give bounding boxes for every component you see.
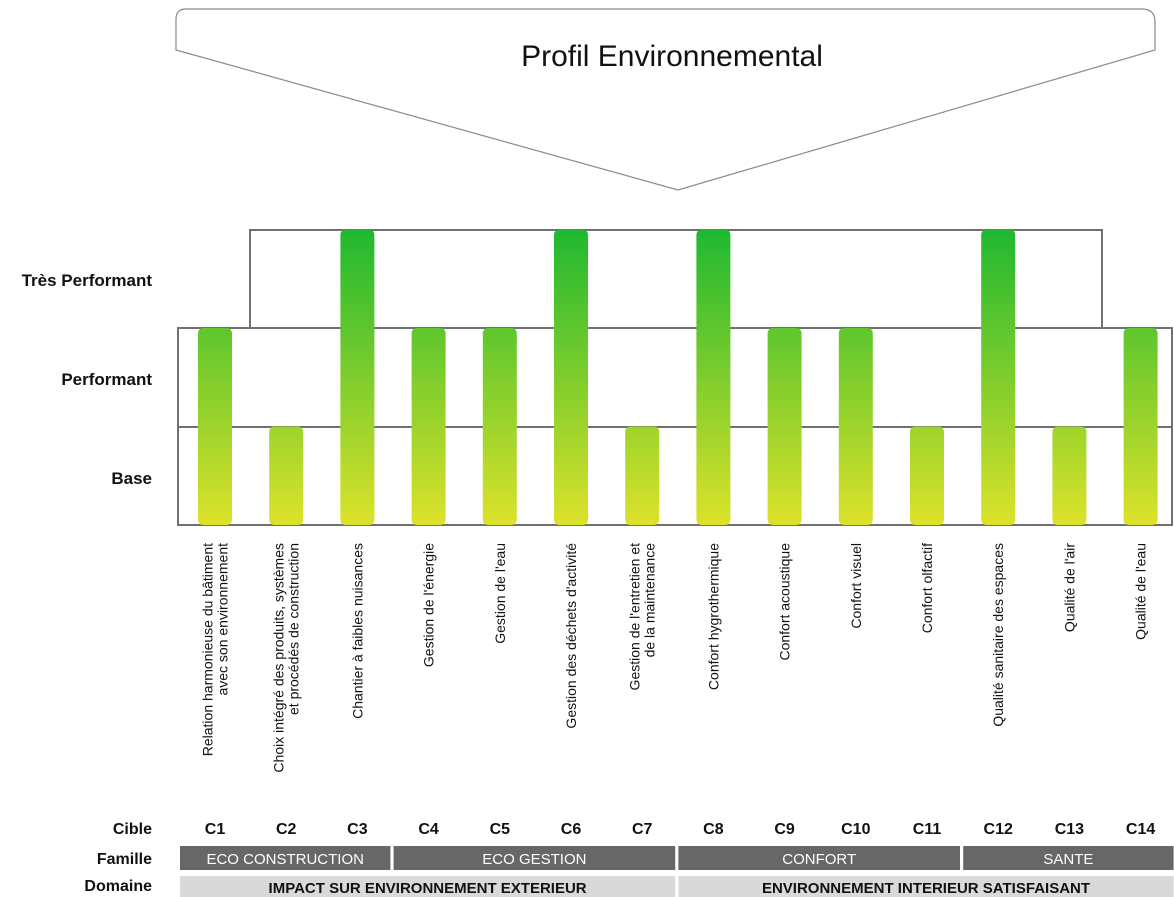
category-label-line: de la maintenance [642, 543, 658, 658]
chart-title: Profil Environnemental [521, 40, 823, 73]
category-label-c14: Qualité de l'eau [1133, 543, 1149, 640]
category-label-line: Gestion de l'entretien et [627, 543, 643, 691]
level-label-performant: Performant [61, 370, 152, 389]
category-label-c13: Qualité de l'air [1061, 543, 1077, 632]
level-box-tres-performant [249, 229, 1103, 329]
cible-code-c9: C9 [774, 821, 795, 838]
title-banner [175, 8, 1156, 191]
category-label-line: et procédés de construction [286, 543, 302, 715]
cible-code-c14: C14 [1126, 821, 1155, 838]
row-label-domaine: Domaine [84, 878, 152, 895]
cible-code-c11: C11 [913, 821, 942, 838]
category-label-c5: Gestion de l'eau [492, 543, 508, 644]
bar-c4 [411, 328, 446, 525]
family-label: CONFORT [782, 851, 856, 868]
category-label-line: Choix intégré des produits, systèmes [271, 543, 287, 773]
bar-c2 [269, 426, 304, 525]
bar-c7 [625, 426, 660, 525]
category-label-c12: Qualité sanitaire des espaces [990, 543, 1006, 727]
category-label-line: Confort acoustique [777, 543, 793, 661]
category-label-c10: Confort visuel [848, 543, 864, 629]
cible-code-c10: C10 [841, 821, 870, 838]
category-label-line: Qualité de l'air [1061, 543, 1077, 632]
bar-c10 [838, 328, 873, 525]
category-label-line: Gestion de l'énergie [421, 543, 437, 667]
bar-c13 [1052, 426, 1087, 525]
cible-code-c12: C12 [984, 821, 1013, 838]
category-label-line: Chantier à faibles nuisances [349, 543, 365, 719]
family-label: ECO GESTION [482, 851, 586, 868]
category-label-line: Relation harmonieuse du bâtiment [200, 543, 216, 756]
cible-code-c6: C6 [561, 821, 582, 838]
bar-c6 [554, 229, 588, 525]
family-band [678, 846, 960, 870]
cible-code-c3: C3 [347, 821, 368, 838]
category-label-line: Confort hygrothermique [705, 543, 721, 690]
category-label-c8: Confort hygrothermique [705, 543, 721, 690]
domain-label: IMPACT SUR ENVIRONNEMENT EXTERIEUR [269, 880, 587, 897]
family-band [393, 846, 676, 870]
category-label-line: Gestion des déchets d'activité [563, 543, 579, 729]
cible-code-c4: C4 [418, 821, 439, 838]
category-label-line: Gestion de l'eau [492, 543, 508, 644]
bar-c3 [340, 229, 375, 525]
level-label-base: Base [111, 469, 152, 488]
bar-c5 [482, 328, 517, 525]
category-label-c11: Confort olfactif [919, 543, 935, 633]
category-label-c2: Choix intégré des produits, systèmes et p… [271, 543, 302, 773]
category-label-c9: Confort acoustique [777, 543, 793, 661]
cible-code-c13: C13 [1055, 821, 1084, 838]
category-label-line: Qualité sanitaire des espaces [990, 543, 1006, 727]
category-label-c6: Gestion des déchets d'activité [563, 543, 579, 729]
category-label-c7: Gestion de l'entretien et de la maintenan… [627, 543, 658, 691]
bar-c11 [910, 426, 944, 525]
family-label: ECO CONSTRUCTION [206, 851, 364, 868]
cible-code-c2: C2 [276, 821, 297, 838]
family-band [963, 846, 1174, 870]
category-label-line: avec son environnement [215, 543, 231, 696]
bar-c12 [981, 229, 1016, 525]
cible-code-c1: C1 [205, 821, 226, 838]
family-label: SANTE [1043, 851, 1093, 868]
category-label-c4: Gestion de l'énergie [421, 543, 437, 667]
family-band [180, 846, 391, 870]
row-label-famille: Famille [97, 851, 152, 868]
bar-c1 [198, 328, 232, 525]
cible-code-c8: C8 [703, 821, 724, 838]
domain-band [678, 876, 1174, 897]
row-label-cible: Cible [113, 821, 152, 838]
category-label-line: Confort olfactif [919, 543, 935, 633]
bar-c9 [767, 328, 802, 525]
category-label-line: Confort visuel [848, 543, 864, 629]
level-label-tres-performant: Très Performant [22, 271, 153, 290]
category-label-c3: Chantier à faibles nuisances [349, 543, 365, 719]
domain-label: ENVIRONNEMENT INTERIEUR SATISFAISANT [762, 880, 1090, 897]
bar-c14 [1123, 328, 1158, 525]
category-label-line: Qualité de l'eau [1133, 543, 1149, 640]
category-label-c1: Relation harmonieuse du bâtiment avec son… [200, 543, 231, 756]
domain-band [180, 876, 676, 897]
cible-code-c5: C5 [490, 821, 511, 838]
cible-code-c7: C7 [632, 821, 653, 838]
bar-c8 [696, 229, 731, 525]
